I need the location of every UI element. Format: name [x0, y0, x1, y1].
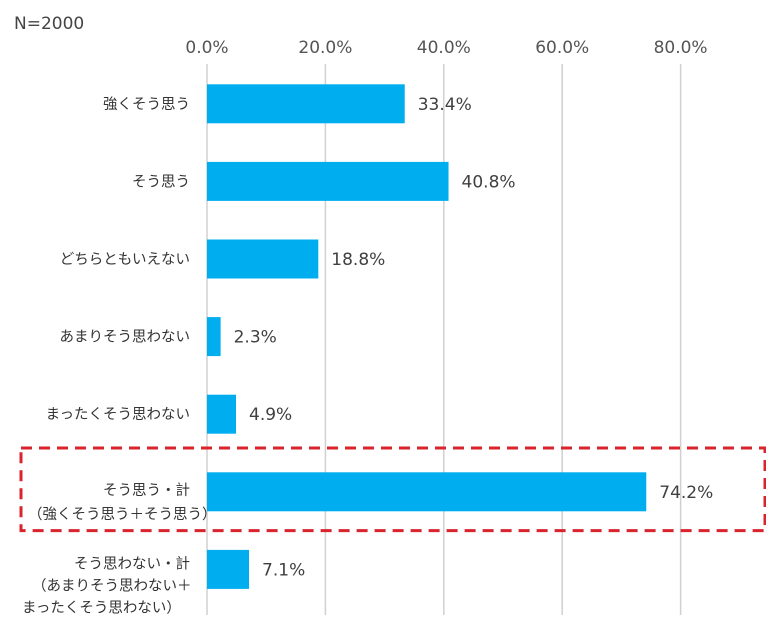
bar	[207, 84, 405, 124]
category-label: （あまりそう思わない＋	[32, 577, 192, 594]
bars	[207, 84, 647, 589]
category-label: （強くそう思う＋そう思う）	[28, 506, 217, 523]
category-label: そう思わない・計	[74, 555, 190, 572]
data-label: 74.2%	[659, 483, 713, 503]
data-label: 18.8%	[331, 250, 385, 270]
bar	[207, 472, 647, 512]
data-label: 33.4%	[418, 95, 472, 115]
category-label: そう思う・計	[103, 482, 190, 499]
x-axis-tick-labels: 0.0% 20.0% 40.0% 60.0% 80.0%	[185, 38, 707, 58]
category-label: あまりそう思わない	[60, 329, 191, 346]
data-label: 7.1%	[262, 560, 305, 580]
x-tick-label: 80.0%	[654, 38, 708, 58]
data-label: 4.9%	[249, 405, 292, 425]
x-tick-label: 20.0%	[298, 38, 352, 58]
category-label: そう思う	[132, 174, 190, 190]
bar	[207, 317, 221, 357]
category-label: どちらともいえない	[60, 251, 190, 268]
data-label: 40.8%	[462, 172, 516, 192]
bar	[207, 239, 319, 279]
highlight-box	[19, 446, 766, 533]
x-tick-label: 0.0%	[185, 38, 228, 58]
value-labels: 33.4% 40.8% 18.8% 2.3% 4.9% 74.2% 7.1%	[234, 95, 714, 581]
data-label: 2.3%	[234, 328, 277, 348]
x-tick-label: 40.0%	[417, 38, 471, 58]
category-label: まったくそう思わない	[46, 406, 190, 423]
sample-size-note: N=2000	[14, 14, 84, 34]
x-tick-label: 60.0%	[535, 38, 589, 58]
gridlines	[206, 64, 682, 615]
bar	[207, 161, 449, 201]
highlight-group	[19, 446, 766, 533]
bar	[207, 549, 250, 589]
category-labels: 強くそう思うそう思うどちらともいえないあまりそう思わないまったくそう思わないそう…	[22, 96, 217, 617]
category-label: 強くそう思う	[103, 96, 190, 113]
bar	[207, 394, 237, 434]
category-label: まったくそう思わない）	[22, 599, 181, 616]
